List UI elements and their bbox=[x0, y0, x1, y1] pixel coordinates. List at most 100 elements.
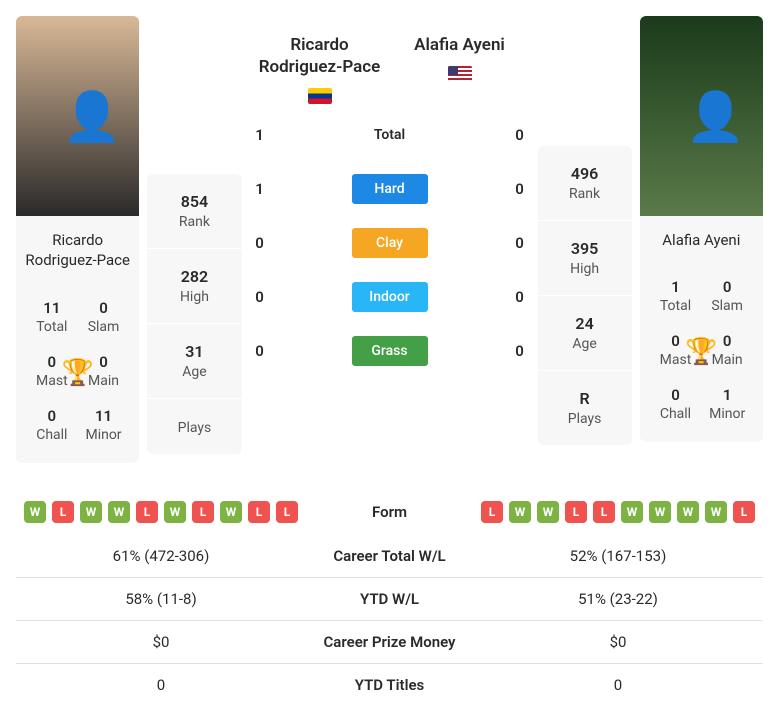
p1-slam-lab: Slam bbox=[78, 319, 130, 335]
h2h-rows: 1 Total 0 1Hard00Clay00Indoor00Grass0 bbox=[250, 120, 530, 366]
p1-title-slam: 0 Slam bbox=[78, 299, 130, 335]
compare-p1: $0 bbox=[16, 620, 306, 663]
compare-label: Career Total W/L bbox=[306, 535, 473, 578]
p2-nameblock: Alafia Ayeni bbox=[390, 34, 530, 86]
p2-rank-lab: Rank bbox=[538, 186, 632, 202]
p2-high-val: 395 bbox=[538, 239, 632, 258]
p1-mast-lab: Mast bbox=[26, 373, 78, 389]
player2-titles: 1 Total 0 Slam 0 Mast 0 Main 0 Chall 1 M… bbox=[640, 264, 763, 442]
compare-row: 61% (472-306)Career Total W/L52% (167-15… bbox=[16, 535, 763, 578]
p2-short-name: Alafia Ayeni bbox=[390, 34, 530, 56]
p1-chall-val: 0 bbox=[26, 407, 78, 425]
compare-form-row: WLWWLWLWLL Form LWWLLWWWWL bbox=[16, 489, 763, 535]
form-badge: W bbox=[220, 501, 242, 523]
p2-mast-val: 0 bbox=[650, 332, 702, 350]
p1-short-name: Ricardo Rodriguez-Pace bbox=[250, 34, 390, 78]
h2h-p1: 0 bbox=[250, 342, 270, 360]
form-badge: W bbox=[705, 501, 727, 523]
p2-title-minor: 1 Minor bbox=[701, 386, 753, 422]
venezuela-flag-icon bbox=[308, 88, 332, 104]
player2-name: Alafia Ayeni bbox=[640, 216, 763, 264]
p2-mast-lab: Mast bbox=[650, 352, 702, 368]
p1-title-chall: 0 Chall bbox=[26, 407, 78, 443]
h2h-surface-row: 0Clay0 bbox=[250, 228, 530, 258]
surface-pill: Hard bbox=[352, 174, 428, 204]
compare-p1: 58% (11-8) bbox=[16, 577, 306, 620]
player1-card: 👤 Ricardo Rodriguez-Pace 11 Total 0 Slam… bbox=[16, 16, 139, 463]
h2h-p1: 1 bbox=[250, 180, 270, 198]
p2-title-slam: 0 Slam bbox=[701, 278, 753, 314]
h2h-surface-row: 0Grass0 bbox=[250, 336, 530, 366]
p2-age-val: 24 bbox=[538, 314, 632, 333]
p1-main-lab: Main bbox=[78, 373, 130, 389]
player2-stats: 496 Rank 395 High 24 Age R Plays bbox=[538, 146, 632, 445]
p1-high: 282 High bbox=[147, 249, 241, 324]
form-badge: W bbox=[164, 501, 186, 523]
form-label: Form bbox=[306, 489, 473, 535]
p1-main-val: 0 bbox=[78, 353, 130, 371]
p1-high-val: 282 bbox=[147, 267, 241, 286]
h2h-total-p1: 1 bbox=[250, 126, 270, 144]
p1-minor-lab: Minor bbox=[78, 427, 130, 443]
h2h-names: Ricardo Rodriguez-Pace Alafia Ayeni bbox=[250, 34, 530, 108]
compare-p2: $0 bbox=[473, 620, 763, 663]
p1-age: 31 Age bbox=[147, 324, 241, 399]
compare-p2: 51% (23-22) bbox=[473, 577, 763, 620]
h2h-center: Ricardo Rodriguez-Pace Alafia Ayeni 1 To… bbox=[250, 16, 530, 366]
form-badge: W bbox=[621, 501, 643, 523]
h2h-p1: 0 bbox=[250, 288, 270, 306]
p2-minor-lab: Minor bbox=[701, 406, 753, 422]
compare-table: WLWWLWLWLL Form LWWLLWWWWL 61% (472-306)… bbox=[16, 489, 763, 706]
p2-title-total: 1 Total bbox=[650, 278, 702, 314]
form-badge: L bbox=[192, 501, 214, 523]
h2h-surface-row: 1 Hard 0 bbox=[250, 174, 530, 204]
player1-titles: 11 Total 0 Slam 0 Mast 0 Main 0 Chall 11… bbox=[16, 285, 139, 463]
usa-flag-icon bbox=[448, 66, 472, 82]
form-badge: L bbox=[481, 501, 503, 523]
p2-plays: R Plays bbox=[538, 371, 632, 445]
p2-chall-lab: Chall bbox=[650, 406, 702, 422]
compare-p1: 61% (472-306) bbox=[16, 535, 306, 578]
form-badge: L bbox=[276, 501, 298, 523]
p1-rank-val: 854 bbox=[147, 192, 241, 211]
p2-title-mast: 0 Mast bbox=[650, 332, 702, 368]
p1-title-mast: 0 Mast bbox=[26, 353, 78, 389]
p1-age-lab: Age bbox=[147, 364, 241, 380]
form-badge: L bbox=[248, 501, 270, 523]
p1-age-val: 31 bbox=[147, 342, 241, 361]
surface-pill: Clay bbox=[352, 228, 428, 258]
form-badge: L bbox=[52, 501, 74, 523]
p2-plays-lab: Plays bbox=[538, 411, 632, 427]
form-badge: W bbox=[108, 501, 130, 523]
p2-chall-val: 0 bbox=[650, 386, 702, 404]
p1-minor-val: 11 bbox=[78, 407, 130, 425]
p2-total-val: 1 bbox=[650, 278, 702, 296]
p1-rank: 854 Rank bbox=[147, 174, 241, 249]
p1-title-main: 0 Main bbox=[78, 353, 130, 389]
p2-title-chall: 0 Chall bbox=[650, 386, 702, 422]
h2h-total-label: Total bbox=[352, 120, 428, 150]
h2h-total-row: 1 Total 0 bbox=[250, 120, 530, 150]
p2-total-lab: Total bbox=[650, 298, 702, 314]
compare-label: Career Prize Money bbox=[306, 620, 473, 663]
form-badge: L bbox=[593, 501, 615, 523]
h2h-p2: 0 bbox=[510, 180, 530, 198]
compare-label: YTD W/L bbox=[306, 577, 473, 620]
p2-high: 395 High bbox=[538, 221, 632, 296]
h2h-total-p2: 0 bbox=[510, 126, 530, 144]
p2-title-main: 0 Main bbox=[701, 332, 753, 368]
p2-rank-val: 496 bbox=[538, 164, 632, 183]
player2-card: 👤 Alafia Ayeni 1 Total 0 Slam 0 Mast 0 M… bbox=[640, 16, 763, 442]
compare-row: 58% (11-8)YTD W/L51% (23-22) bbox=[16, 577, 763, 620]
form-badge: W bbox=[677, 501, 699, 523]
p1-slam-val: 0 bbox=[78, 299, 130, 317]
p2-minor-val: 1 bbox=[701, 386, 753, 404]
compare-label: YTD Titles bbox=[306, 663, 473, 706]
form-badge: L bbox=[136, 501, 158, 523]
p1-plays: Plays bbox=[147, 399, 241, 454]
p1-total-lab: Total bbox=[26, 319, 78, 335]
p1-mast-val: 0 bbox=[26, 353, 78, 371]
p1-title-minor: 11 Minor bbox=[78, 407, 130, 443]
player1-photo: 👤 bbox=[16, 16, 139, 216]
form-badge: W bbox=[80, 501, 102, 523]
